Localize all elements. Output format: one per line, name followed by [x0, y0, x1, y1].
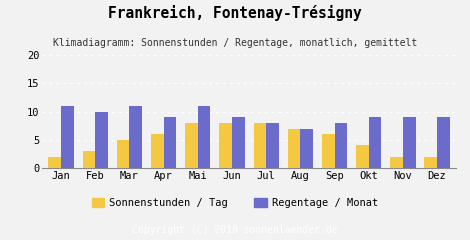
Bar: [198, 106, 211, 168]
Bar: [117, 140, 129, 168]
Bar: [403, 117, 415, 168]
Bar: [266, 123, 279, 168]
Text: Copyright (C) 2010 sonnenlaender.de: Copyright (C) 2010 sonnenlaender.de: [132, 225, 338, 235]
Bar: [335, 123, 347, 168]
Bar: [253, 123, 266, 168]
Bar: [61, 106, 74, 168]
Bar: [369, 117, 381, 168]
Bar: [48, 157, 61, 168]
Bar: [424, 157, 437, 168]
Bar: [288, 129, 300, 168]
Text: Frankreich, Fontenay-Trésigny: Frankreich, Fontenay-Trésigny: [108, 5, 362, 21]
Bar: [129, 106, 142, 168]
Bar: [232, 117, 245, 168]
Bar: [164, 117, 176, 168]
Bar: [322, 134, 335, 168]
Bar: [95, 112, 108, 168]
Bar: [151, 134, 164, 168]
Bar: [185, 123, 198, 168]
Bar: [437, 117, 450, 168]
Bar: [219, 123, 232, 168]
Bar: [300, 129, 313, 168]
Bar: [356, 145, 369, 168]
Bar: [390, 157, 403, 168]
Text: Klimadiagramm: Sonnenstunden / Regentage, monatlich, gemittelt: Klimadiagramm: Sonnenstunden / Regentage…: [53, 38, 417, 48]
Legend: Sonnenstunden / Tag, Regentage / Monat: Sonnenstunden / Tag, Regentage / Monat: [87, 194, 383, 212]
Bar: [83, 151, 95, 168]
